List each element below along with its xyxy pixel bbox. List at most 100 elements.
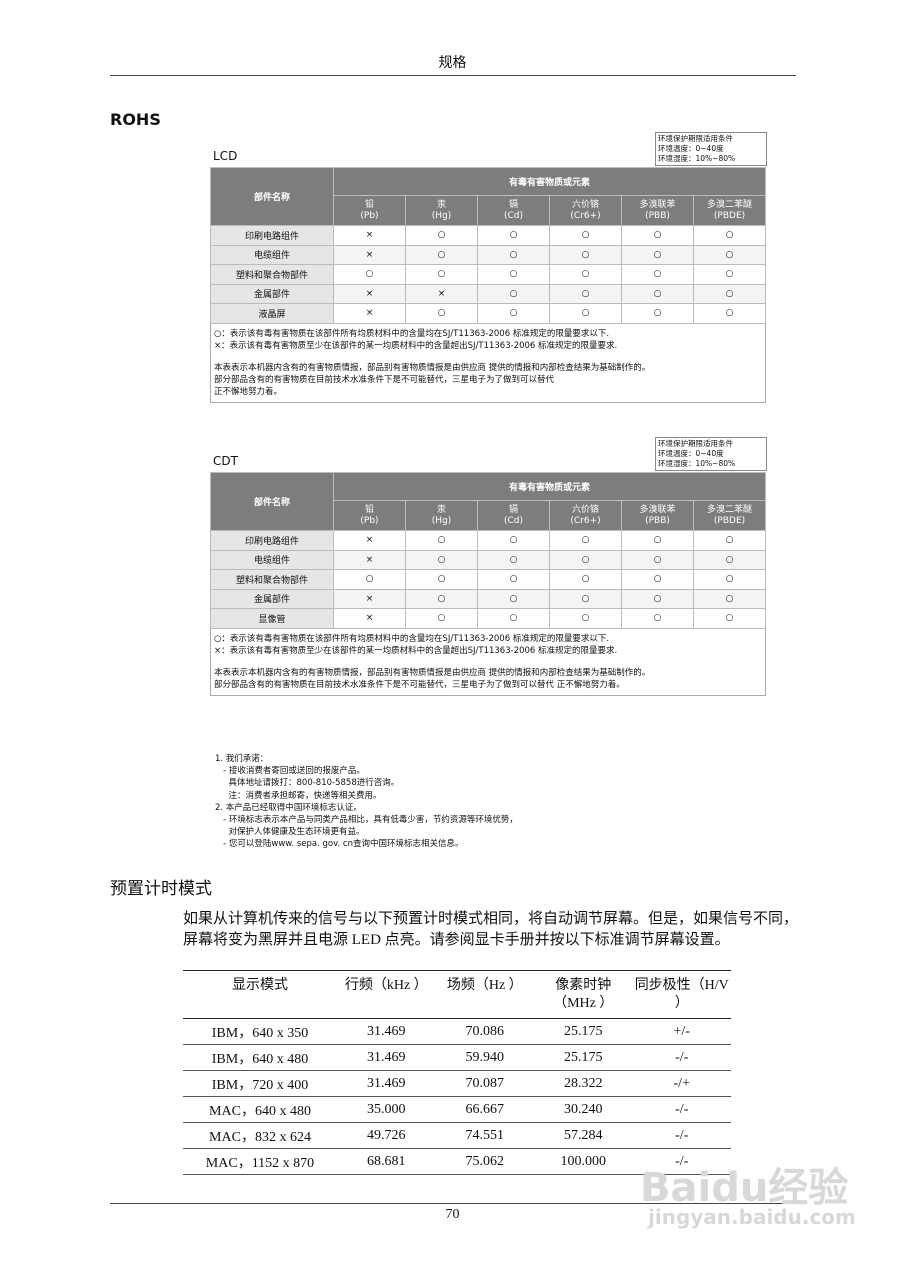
- substance: 汞 (Hg): [405, 500, 478, 531]
- part-name: 塑料和聚合物部件: [210, 264, 334, 285]
- timing-cell: 66.667: [435, 1096, 534, 1123]
- substance-symbol: (PBB): [645, 210, 670, 221]
- cell: ○: [692, 608, 767, 629]
- timing-row: IBM，720 x 400 31.469 70.087 28.322 -/+: [183, 1070, 731, 1097]
- substance-name: 多溴联苯: [639, 504, 676, 515]
- timing-header: 显示模式: [183, 970, 337, 1019]
- cell: ○: [621, 588, 694, 609]
- cell: ○: [549, 608, 622, 629]
- cell: ○: [621, 303, 694, 324]
- substance-name: 六价铬: [571, 504, 599, 515]
- notes-row: ○：表示该有毒有害物质在该部件所有均质材料中的含量均在SJ/T11363-200…: [209, 322, 767, 403]
- part-name: 显像管: [210, 608, 334, 629]
- substance-name: 六价铬: [571, 199, 599, 210]
- cell: ×: [333, 283, 406, 304]
- cell: ○: [692, 569, 767, 590]
- watermark-url: jingyan.baidu.com: [648, 1205, 856, 1229]
- cell: ×: [333, 225, 406, 246]
- cell: ○: [692, 225, 767, 246]
- promise-line: 具体地址请拨打：800-810-5858进行咨询。: [215, 778, 400, 789]
- cell: ○: [621, 530, 694, 551]
- substance: 镉 (Cd): [477, 195, 550, 226]
- timing-cell: +/-: [632, 1018, 731, 1045]
- timing-cell: IBM，640 x 350: [183, 1018, 337, 1045]
- row: 液晶屏 × ○ ○ ○ ○ ○: [210, 303, 767, 324]
- note-line: 部分部品含有的有害物质在目前技术水准条件下是不可能替代，三星电子为了做到可以替代…: [214, 679, 625, 690]
- cell: ○: [477, 283, 550, 304]
- cell: ○: [549, 244, 622, 265]
- row: 电缆组件 × ○ ○ ○ ○ ○: [210, 549, 767, 570]
- cell: ○: [549, 283, 622, 304]
- condition-line: 环境湿度：10%~80%: [658, 459, 736, 468]
- cell: ○: [549, 264, 622, 285]
- head-row: 部件名称 有毒有害物质或元素: [210, 472, 767, 531]
- head-row: 部件名称 有毒有害物质或元素: [210, 167, 767, 226]
- timing-title: 预置计时模式: [110, 879, 212, 899]
- promise-line: - 接收消费者寄回或送回的报废产品。: [215, 766, 365, 777]
- table-head: 部件名称 有毒有害物质或元素铅 (Pb) 汞 (Hg) 镉 (Cd) 六价铬 (Cr6+) 多溴联…: [210, 167, 767, 226]
- substance-symbol: (Cd): [503, 515, 524, 526]
- note-line: ○：表示该有毒有害物质在该部件所有均质材料中的含量均在SJ/T11363-200…: [214, 633, 610, 644]
- header-rule: [110, 75, 796, 76]
- substance: 铅 (Pb): [333, 500, 406, 531]
- cell: ×: [333, 549, 406, 570]
- row: 金属部件 × × ○ ○ ○ ○: [210, 283, 767, 304]
- cell: ○: [477, 588, 550, 609]
- substance: 六价铬 (Cr6+): [549, 195, 622, 226]
- note-line: 部分部品含有的有害物质在目前技术水准条件下是不可能替代，三星电子为了做到可以替代: [214, 374, 555, 385]
- substance-symbol: (PBDE): [713, 210, 746, 221]
- cell: ○: [692, 549, 767, 570]
- cell: ○: [405, 608, 478, 629]
- table-head: 部件名称 有毒有害物质或元素铅 (Pb) 汞 (Hg) 镉 (Cd) 六价铬 (Cr6+) 多溴联…: [210, 472, 767, 531]
- note-line: ○：表示该有毒有害物质在该部件所有均质材料中的含量均在SJ/T11363-200…: [214, 328, 610, 339]
- cell: ○: [333, 264, 406, 285]
- substance: 铅 (Pb): [333, 195, 406, 226]
- part-name: 金属部件: [210, 283, 334, 304]
- substance-symbol: (Pb): [360, 515, 379, 526]
- part-header: 部件名称: [210, 167, 334, 226]
- timing-cell: 25.175: [534, 1044, 633, 1071]
- timing-header: 同步极性（H/V ）: [632, 970, 731, 1019]
- part-name: 液晶屏: [210, 303, 334, 324]
- rohs-table: 部件名称 有毒有害物质或元素铅 (Pb) 汞 (Hg) 镉 (Cd) 六价铬 (Cr6+) 多溴联…: [209, 472, 767, 696]
- substance-name: 铅: [364, 199, 374, 210]
- condition-line: 环境温度：0~40度: [658, 144, 724, 153]
- timing-cell: 30.240: [534, 1096, 633, 1123]
- condition-line: 环境保护期限适用条件: [658, 134, 733, 143]
- timing-row: MAC，1152 x 870 68.681 75.062 100.000 -/-: [183, 1148, 731, 1175]
- cell: ○: [405, 588, 478, 609]
- timing-cell: 31.469: [337, 1070, 436, 1097]
- promise-line: 1. 我们承诺：: [215, 754, 269, 764]
- part-name: 塑料和聚合物部件: [210, 569, 334, 590]
- note-line: 正不懈地努力着。: [214, 386, 283, 397]
- part-name: 电缆组件: [210, 244, 334, 265]
- timing-header: 场频（Hz ）: [435, 970, 534, 1019]
- note-line: ×：表示该有毒有害物质至少在该部件的某一均质材料中的含量超出SJ/T11363-…: [214, 340, 618, 351]
- cell: ○: [621, 264, 694, 285]
- substance-name: 镉: [508, 504, 518, 515]
- timing-row: IBM，640 x 350 31.469 70.086 25.175 +/-: [183, 1018, 731, 1045]
- substance-name: 汞: [436, 199, 446, 210]
- substance-symbol: (Hg): [431, 515, 452, 526]
- cell: ○: [621, 608, 694, 629]
- note-line: 本表表示本机器内含有的有害物质情报，部品别有害物质情报是由供应商 提供的情报和内…: [214, 362, 651, 373]
- promise-line: 注：消费者承担邮寄，快递等相关费用。: [215, 790, 382, 801]
- substance-symbol: (Cr6+): [570, 210, 601, 221]
- cell: ○: [549, 549, 622, 570]
- cell: ○: [477, 530, 550, 551]
- notes: ○：表示该有毒有害物质在该部件所有均质材料中的含量均在SJ/T11363-200…: [209, 322, 767, 403]
- header-title: 规格: [438, 55, 467, 71]
- timing-cell: -/-: [632, 1096, 731, 1123]
- conditions: 环境保护期限适用条件 环境温度：0~40度 环境湿度：10%~80%: [655, 132, 767, 166]
- substance-symbol: (Pb): [360, 210, 379, 221]
- substance-symbol: (Cd): [503, 210, 524, 221]
- promise-line: 对保护人体健康及生态环境更有益。: [215, 827, 365, 838]
- timing-cell: MAC，1152 x 870: [183, 1148, 337, 1175]
- cell: ○: [405, 569, 478, 590]
- cell: ×: [333, 588, 406, 609]
- condition-line: 环境温度：0~40度: [658, 449, 724, 458]
- cell: ○: [549, 530, 622, 551]
- cell: ○: [621, 225, 694, 246]
- cell: ○: [549, 569, 622, 590]
